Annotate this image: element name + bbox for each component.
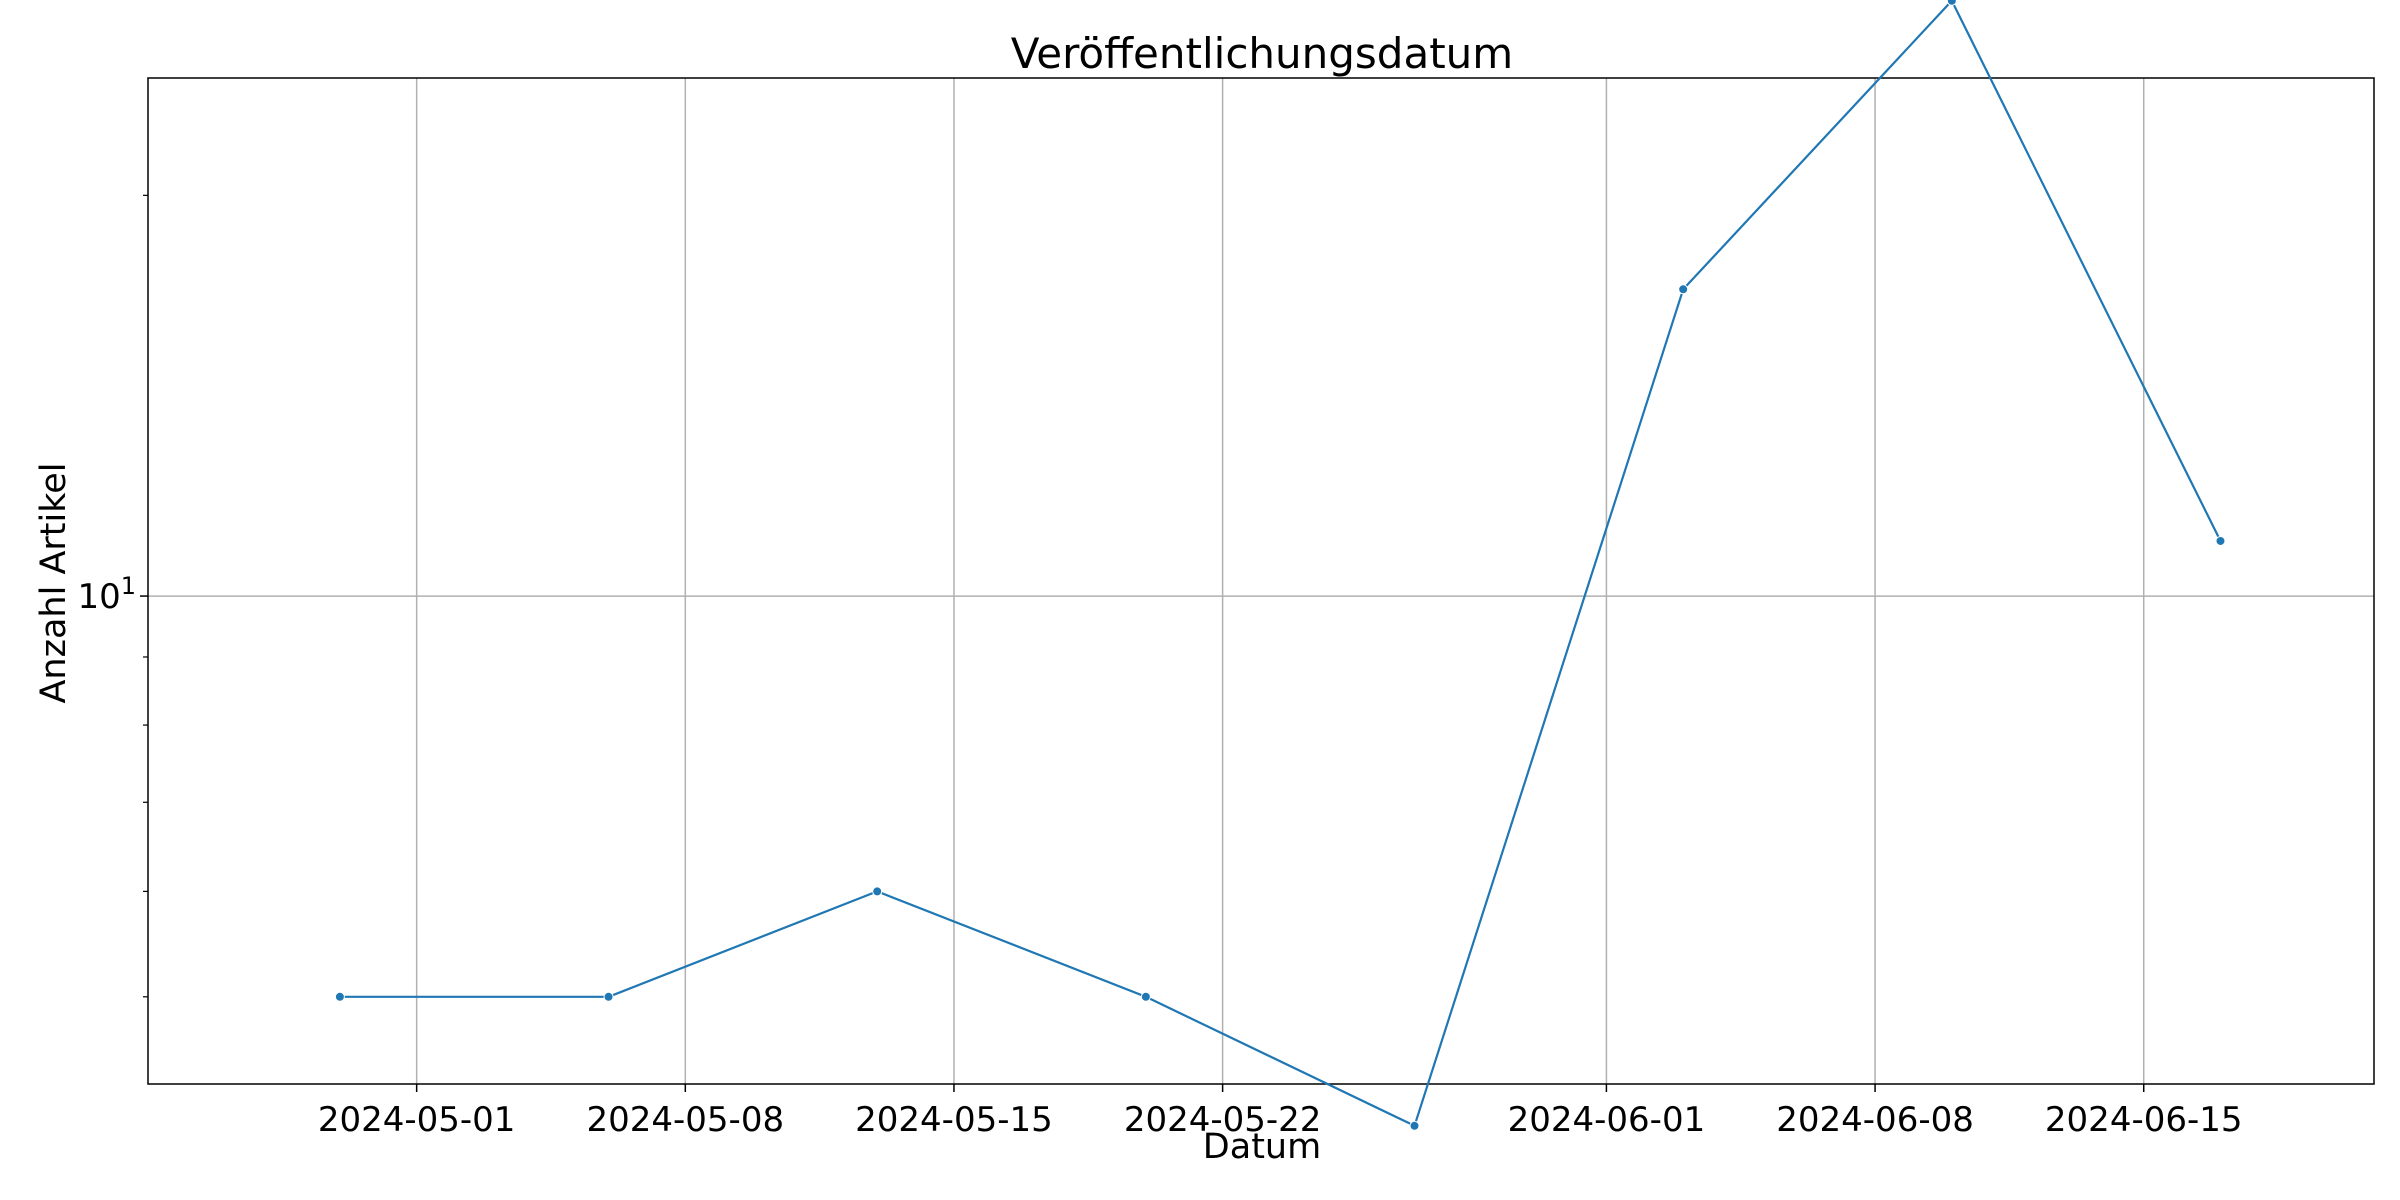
y-axis-title: Anzahl Artikel	[34, 462, 74, 703]
data-series	[334, 0, 2226, 1131]
data-point	[1140, 991, 1151, 1002]
x-tick-label: 2024-05-01	[318, 1100, 516, 1140]
data-point	[334, 991, 345, 1002]
x-tick-label: 2024-06-08	[1776, 1100, 1974, 1140]
x-tick-label: 2024-05-08	[587, 1100, 785, 1140]
plot-frame	[147, 77, 2375, 1085]
x-axis-title: Datum	[1203, 1127, 1321, 1167]
data-point	[1409, 1120, 1420, 1131]
data-point	[1946, 0, 1957, 6]
chart-title: Veröffentlichungsdatum	[1011, 29, 1513, 78]
y-axis-ticks: 101	[77, 572, 148, 617]
grid-lines	[148, 78, 2374, 1084]
data-point	[872, 886, 883, 897]
data-point	[603, 991, 614, 1002]
y-tick-exponent: 1	[121, 572, 136, 600]
x-axis-ticks: 2024-05-01 2024-05-08 2024-05-15 2024-05-22…	[318, 1084, 2243, 1140]
y-minor-ticks	[143, 194, 148, 998]
series-line	[339, 0, 2222, 1127]
x-tick-label: 2024-06-01	[1508, 1100, 1706, 1140]
x-tick-label: 2024-05-22	[1124, 1100, 1322, 1140]
x-tick-label: 2024-05-15	[855, 1100, 1053, 1140]
y-tick-label: 101	[77, 572, 136, 617]
x-tick-label: 2024-06-15	[2045, 1100, 2243, 1140]
data-point	[1678, 284, 1689, 295]
data-point	[2215, 535, 2226, 546]
y-tick-base: 10	[77, 577, 120, 617]
